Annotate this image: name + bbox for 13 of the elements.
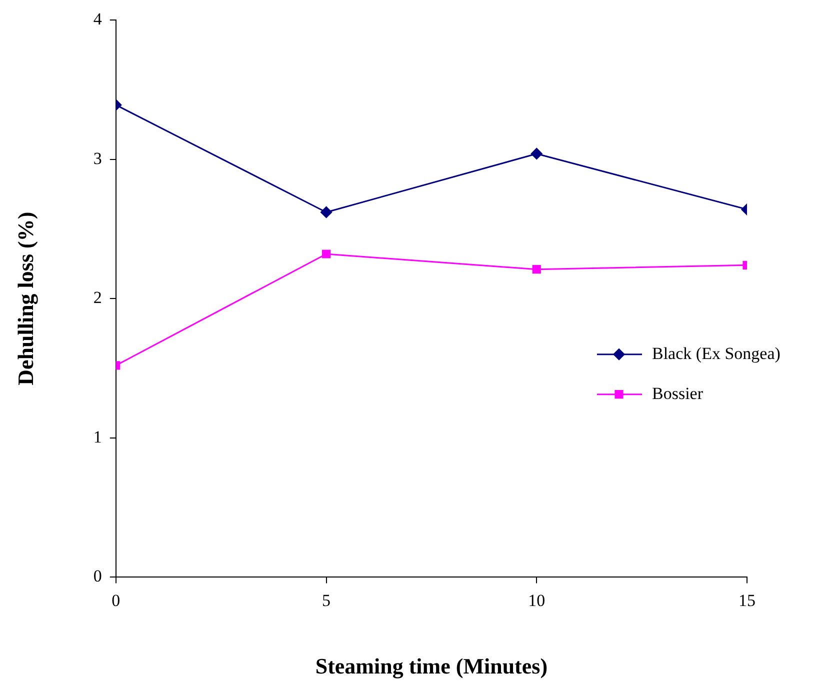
x-tick-label: 15: [738, 590, 756, 610]
y-tick-label: 1: [93, 427, 102, 446]
legend-label: Black (Ex Songea): [652, 344, 780, 363]
x-tick-label: 10: [528, 590, 546, 610]
x-tick-label: 5: [322, 590, 331, 610]
y-tick-label: 2: [93, 288, 102, 308]
x-axis-title: Steaming time (Minutes): [315, 653, 548, 678]
y-tick-label: 0: [93, 566, 102, 586]
y-axis-title: Dehulling loss (%): [12, 212, 38, 386]
legend-label: Bossier: [652, 384, 704, 403]
y-tick-label: 3: [93, 148, 102, 168]
y-tick-label: 4: [93, 9, 102, 28]
x-tick-label: 0: [112, 590, 120, 610]
